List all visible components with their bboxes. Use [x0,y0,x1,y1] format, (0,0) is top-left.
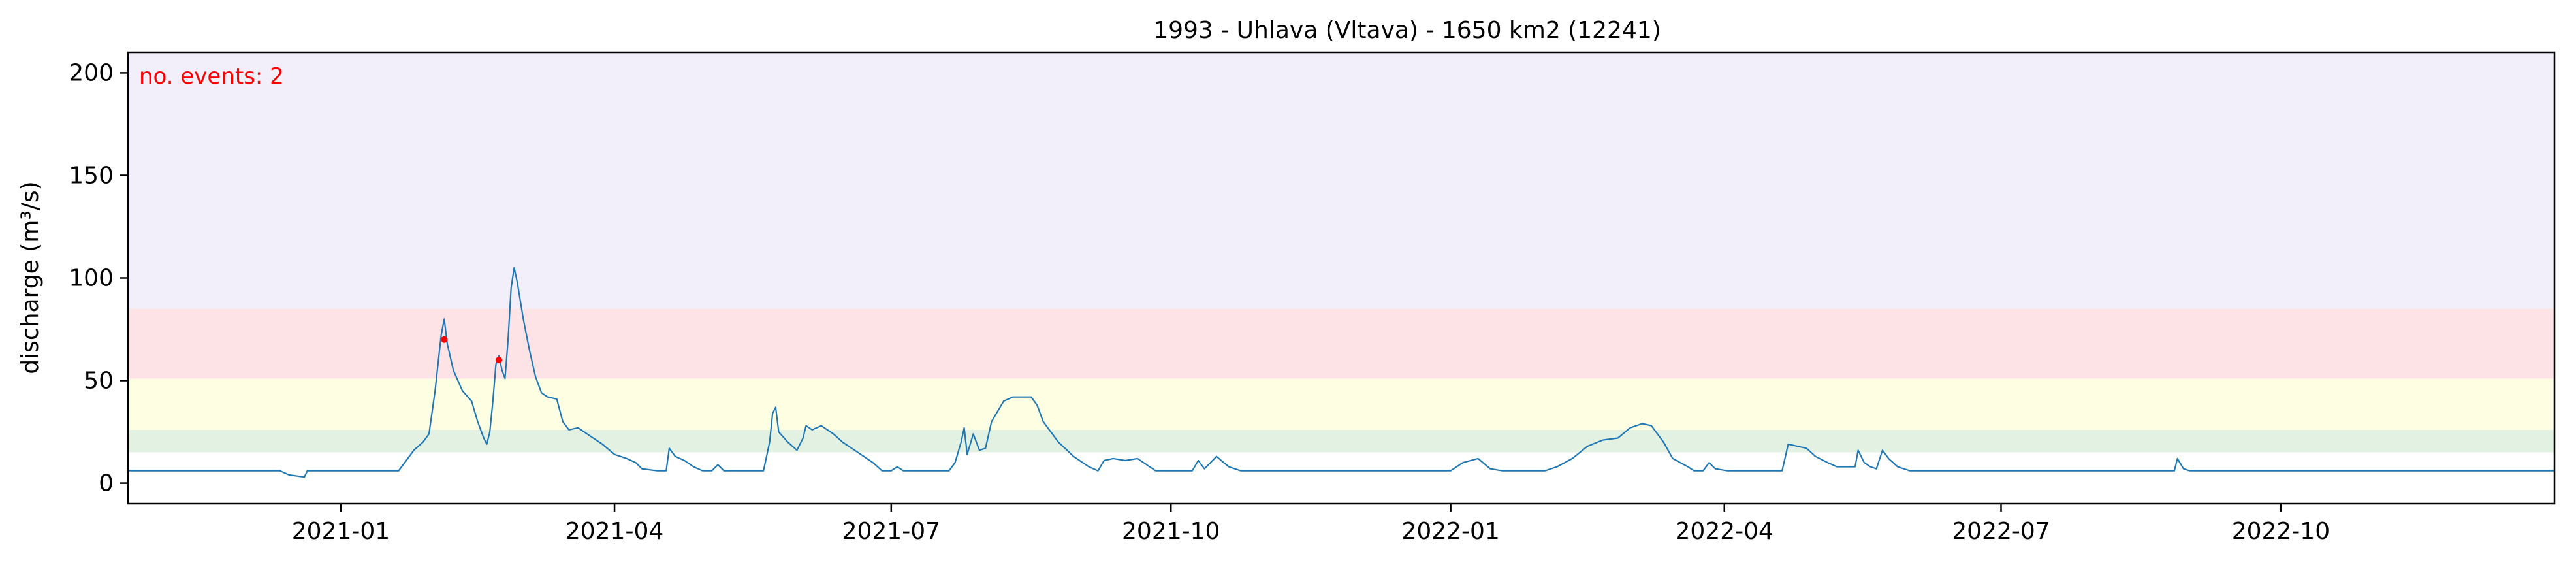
x-tick-label-0: 2021-01 [292,518,390,545]
y-tick-label-0: 0 [99,470,114,497]
y-tick-label-100: 100 [69,265,114,292]
x-tick-label-1: 2021-04 [565,518,663,545]
x-axis: 2021-01 2021-04 2021-07 2021-10 2022-01 2022-… [292,504,2330,545]
x-tick-label-4: 2022-01 [1401,518,1499,545]
event-markers [441,336,503,364]
y-tick-label-150: 150 [69,162,114,189]
threshold-band-3 [128,52,2554,309]
threshold-band-0 [128,429,2554,453]
y-tick-label-200: 200 [69,59,114,86]
threshold-band-2 [128,308,2554,379]
x-tick-label-6: 2022-07 [1952,518,2050,545]
threshold-bands [128,52,2554,453]
y-tick-label-50: 50 [84,368,114,395]
x-tick-label-3: 2021-10 [1122,518,1220,545]
chart-title: 1993 - Uhlava (Vltava) - 1650 km2 (12241… [1153,17,1661,44]
x-tick-label-7: 2022-10 [2232,518,2330,545]
threshold-band-1 [128,378,2554,430]
discharge-series [128,267,2554,478]
y-axis-label: discharge (m³/s) [17,181,44,374]
x-tick-label-2: 2021-07 [842,518,940,545]
events-annotation: no. events: 2 [139,63,284,89]
series-line-0 [128,267,2554,478]
event-marker-1 [496,357,503,364]
event-marker-0 [441,336,448,343]
y-axis: 0 50 100 150 200 [69,59,128,497]
x-tick-label-5: 2022-04 [1676,518,1773,545]
